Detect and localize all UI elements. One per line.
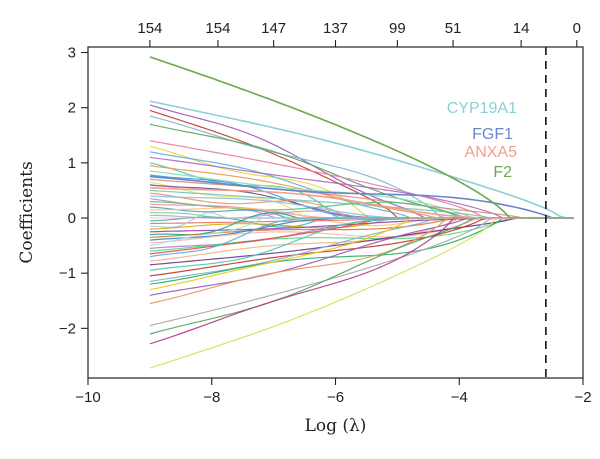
y-tick-label: −1 xyxy=(59,265,76,282)
y-tick-label: −2 xyxy=(59,320,76,337)
x-axis: −10 −8 −6 −4 −2 xyxy=(75,378,592,406)
coefficient-path xyxy=(149,217,574,266)
gene-label-fgf1: FGF1 xyxy=(472,126,513,143)
top-tick-label: 137 xyxy=(323,20,348,37)
top-tick-label: 154 xyxy=(205,20,230,37)
y-tick-label: 3 xyxy=(68,45,76,62)
x-tick-label: −2 xyxy=(574,389,591,406)
coefficient-path-f2 xyxy=(149,56,574,219)
coefficient-path xyxy=(149,217,574,291)
top-tick-label: 0 xyxy=(573,20,581,37)
y-tick-label: 2 xyxy=(68,100,76,117)
y-axis: −2 −1 0 1 2 3 xyxy=(59,45,88,337)
y-axis-title: Coefficients xyxy=(17,161,37,263)
coefficient-path-cyp19a1 xyxy=(149,100,574,219)
top-tick-label: 14 xyxy=(513,20,530,37)
top-tick-label: 147 xyxy=(261,20,286,37)
y-tick-label: 1 xyxy=(68,155,76,172)
coefficient-path-fgf1 xyxy=(149,175,574,219)
coefficient-path xyxy=(149,178,574,219)
top-tick-label: 99 xyxy=(389,20,406,37)
x-tick-label: −8 xyxy=(203,389,220,406)
x-tick-label: −6 xyxy=(327,389,344,406)
top-tick-label: 154 xyxy=(137,20,162,37)
y-tick-label: 0 xyxy=(68,210,76,227)
gene-label-anxa5: ANXA5 xyxy=(465,144,518,161)
top-tick-label: 51 xyxy=(445,20,462,37)
x-tick-label: −4 xyxy=(451,389,468,406)
coefficient-path xyxy=(149,217,574,283)
coefficient-path xyxy=(149,104,574,219)
gene-label-f2: F2 xyxy=(493,164,512,181)
top-axis-variable-counts: 154 154 147 137 99 51 14 0 xyxy=(137,20,581,47)
x-axis-title: Log (λ) xyxy=(305,416,367,436)
x-tick-label: −10 xyxy=(75,389,100,406)
gene-label-cyp19a1: CYP19A1 xyxy=(447,100,517,117)
